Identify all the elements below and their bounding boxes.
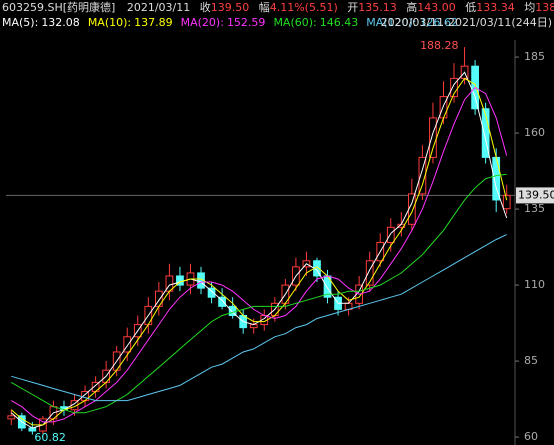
quote-label: 均	[524, 1, 535, 14]
ma-line	[11, 86, 508, 423]
candle-body	[450, 77, 458, 98]
y-tick-label: 135	[524, 202, 545, 215]
candle-body	[207, 287, 216, 298]
legend-value: 146.43	[320, 16, 359, 29]
candle-body	[407, 193, 416, 225]
quote-value: 133.34	[476, 1, 515, 14]
legend-name: MA(5):	[2, 16, 38, 29]
ma-line	[11, 173, 507, 414]
quote-value: 4.11%(5.51)	[270, 1, 338, 14]
legend-value: 126.62	[420, 16, 459, 29]
ma-legend: MA(5): 132.08 MA(10): 137.89 MA(20): 152.59 MA…	[2, 16, 458, 29]
y-tick-label: 185	[524, 50, 545, 63]
candle-body	[7, 415, 16, 420]
candle-body	[386, 226, 395, 244]
y-tick-label: 110	[524, 278, 545, 291]
quote-value: 139.50	[211, 1, 250, 14]
quote-label: 开	[347, 1, 358, 14]
max-annotation: 188.28	[420, 39, 459, 52]
candle-body	[429, 117, 437, 158]
y-tick-label: 160	[524, 126, 545, 139]
min-annotation: 60.82	[34, 431, 66, 444]
candle-body	[418, 156, 427, 195]
y-tick-label: 60	[524, 430, 538, 443]
quote-label: 低	[465, 1, 476, 14]
quote-value: 143.00	[417, 1, 456, 14]
quote-label: 高	[406, 0, 417, 14]
ma-line	[11, 234, 507, 402]
date-range: 2020/03/11-2021/03/11(244日)	[381, 16, 552, 29]
quote-line: 603259.SH[药明康德] 2021/03/11 收139.50 幅4.11…	[2, 0, 554, 14]
candle-body	[439, 96, 448, 119]
candle-body	[123, 336, 132, 353]
legend-name: MA(20):	[181, 16, 224, 29]
legend-name: MA(120):	[366, 16, 416, 29]
legend-value: 132.08	[41, 16, 80, 29]
quote-label: 幅	[259, 1, 270, 14]
quote-date: 2021/03/11	[127, 1, 190, 14]
last-price-box	[516, 187, 554, 204]
legend-name: MA(10):	[88, 16, 131, 29]
y-tick-label: 85	[524, 354, 538, 367]
candle-body	[365, 260, 374, 286]
candle-body	[502, 194, 511, 210]
candle-body	[218, 296, 226, 307]
quote-value: 138.96	[535, 1, 554, 14]
candle-body	[481, 108, 490, 158]
legend-value: 152.59	[227, 16, 266, 29]
stock-code: 603259.SH[药明康德]	[2, 0, 115, 14]
ma-line	[10, 77, 508, 426]
legend-value: 137.89	[134, 16, 173, 29]
legend-name: MA(60):	[273, 16, 316, 29]
quote-value: 135.13	[358, 1, 397, 14]
quote-label: 收	[200, 0, 211, 14]
last-price-label: 139.50	[518, 188, 554, 201]
